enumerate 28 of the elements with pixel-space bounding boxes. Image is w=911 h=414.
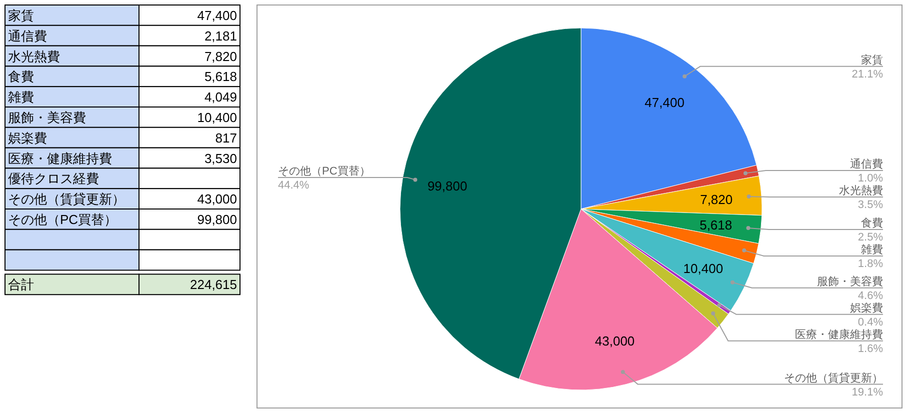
- data-label: 47,400: [644, 95, 684, 110]
- category-label: 通信費: [8, 28, 47, 44]
- category-label: その他（賃貸更新）: [8, 192, 125, 207]
- slice-label: 食費: [861, 216, 883, 230]
- data-label: 10,400: [683, 261, 724, 276]
- data-label: 7,820: [700, 192, 733, 207]
- category-label: 雑費: [8, 90, 34, 105]
- slice-label: 水光熱費: [839, 184, 883, 197]
- slice-label: 服飾・美容費: [817, 274, 883, 288]
- data-label: 99,800: [427, 178, 468, 194]
- category-label: 家賃: [8, 8, 34, 23]
- category-label: 娯楽費: [8, 130, 47, 146]
- category-label: 優待クロス経費: [8, 171, 99, 186]
- category-label: 合計: [8, 277, 34, 292]
- data-label: 43,000: [594, 333, 635, 348]
- category-label: 食費: [8, 69, 34, 84]
- slice-label: 通信費: [850, 157, 883, 170]
- slice-label: 娯楽費: [850, 301, 883, 314]
- category-label: 医療・健康維持費: [8, 150, 112, 166]
- slice-label: その他（賃貸更新）: [784, 371, 883, 384]
- category-label: その他（PC買替）: [8, 212, 118, 227]
- slice-label: 家賃: [861, 53, 883, 66]
- slice-label: その他（PC買替）: [278, 164, 370, 178]
- category-label: 服飾・美容費: [8, 110, 86, 125]
- category-label: 水光熱費: [8, 48, 60, 64]
- slice-label: 医療・健康維持費: [795, 328, 883, 341]
- slice-label: 雑費: [861, 242, 883, 256]
- data-label: 5,618: [700, 217, 732, 232]
